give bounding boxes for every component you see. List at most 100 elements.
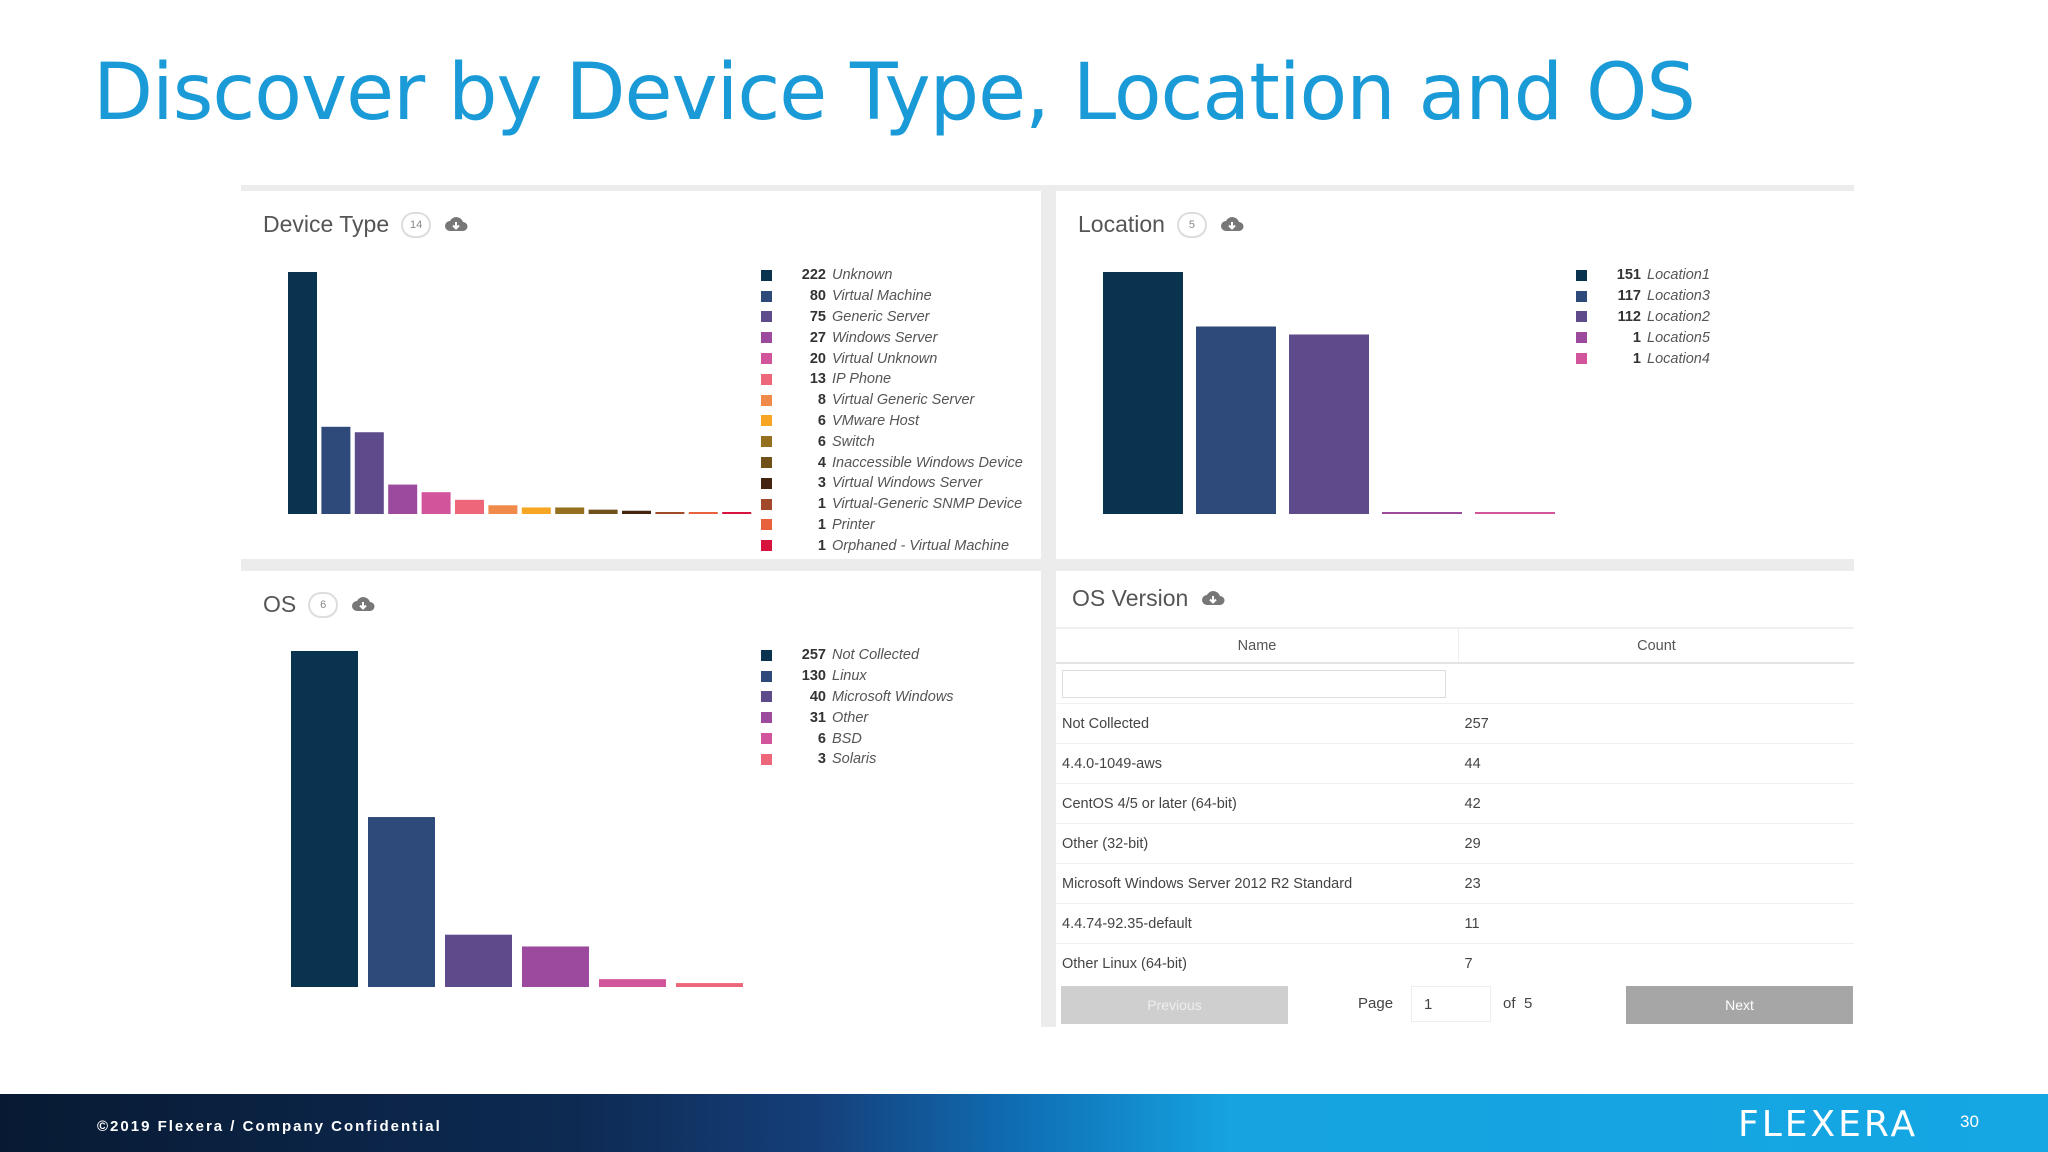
legend-item[interactable]: 130 Linux [761,666,954,687]
page-label: Page [1358,995,1394,1012]
cloud-download-icon[interactable] [443,213,469,237]
bar-linux[interactable] [368,817,435,987]
bar-orphaned-virtual-machine[interactable] [722,512,752,514]
legend-item[interactable]: 117 Location3 [1576,286,1710,307]
legend-item[interactable]: 31 Other [761,707,954,728]
bar-printer[interactable] [688,512,718,514]
legend-item[interactable]: 4 Inaccessible Windows Device [761,452,1023,473]
legend-item[interactable]: 222 Unknown [761,265,1023,286]
table-row[interactable]: Other Linux (64-bit) 7 [1056,943,1854,983]
table-row[interactable]: CentOS 4/5 or later (64-bit) 42 [1056,783,1854,824]
bar-location2[interactable] [1289,334,1369,514]
legend-label: BSD [832,730,862,747]
legend-item[interactable]: 112 Location2 [1576,307,1710,328]
bar-location3[interactable] [1196,326,1276,514]
bar-generic-server[interactable] [354,432,384,514]
bar-unknown[interactable] [288,272,317,514]
bar-virtual-windows-server[interactable] [622,510,651,514]
page-number-input[interactable]: 1 [1411,986,1491,1022]
legend-item[interactable]: 6 Switch [761,431,1023,452]
bar-windows-server[interactable] [388,484,418,514]
legend-item[interactable]: 1 Virtual-Generic SNMP Device [761,494,1023,515]
legend-count: 3 [817,475,826,492]
os-version-count: 257 [1458,703,1854,744]
table-row[interactable]: Not Collected 257 [1056,703,1854,744]
slide-title: Discover by Device Type, Location and OS [93,48,1696,138]
legend-count: 6 [817,730,826,747]
legend-swatch [761,498,772,510]
legend-item[interactable]: 257 Not Collected [761,645,954,666]
bar-virtual-generic-server[interactable] [488,505,518,514]
column-header-name[interactable]: Name [1056,627,1459,664]
legend-item[interactable]: 75 Generic Server [761,307,1023,328]
bar-inaccessible-windows-device[interactable] [588,509,618,514]
bar-switch[interactable] [555,507,585,514]
bar-microsoft-windows[interactable] [445,934,512,987]
location-legend: 151 Location1 117 Location3 112 Location2 1 Loc… [1576,265,1710,369]
device-type-chart [288,272,752,514]
cloud-download-icon[interactable] [1200,587,1226,611]
legend-swatch [761,436,772,448]
legend-label: Printer [832,516,875,533]
legend-item[interactable]: 151 Location1 [1576,265,1710,286]
legend-item[interactable]: 8 Virtual Generic Server [761,390,1023,411]
table-row[interactable]: 4.4.74-92.35-default 11 [1056,903,1854,944]
device-type-title: Device Type [263,211,390,237]
legend-swatch [1576,311,1587,323]
legend-item[interactable]: 1 Printer [761,515,1023,536]
bar-bsd[interactable] [599,979,666,987]
os-version-name: 4.4.0-1049-aws [1056,743,1459,784]
legend-label: Windows Server [832,329,938,346]
cloud-download-icon[interactable] [350,593,376,617]
legend-item[interactable]: 27 Windows Server [761,327,1023,348]
name-filter-input[interactable] [1062,669,1446,698]
legend-item[interactable]: 20 Virtual Unknown [761,348,1023,369]
bar-solaris[interactable] [676,983,743,987]
legend-count: 6 [817,433,826,450]
column-header-count[interactable]: Count [1458,627,1854,664]
os-title: OS [263,591,297,617]
legend-count: 117 [1617,288,1641,305]
legend-item[interactable]: 80 Virtual Machine [761,286,1023,307]
previous-button[interactable]: Previous [1061,986,1288,1024]
table-row[interactable]: Other (32-bit) 29 [1056,823,1854,864]
legend-item[interactable]: 1 Location4 [1576,348,1710,369]
legend-count: 257 [801,647,826,664]
legend-label: IP Phone [832,371,892,388]
legend-item[interactable]: 40 Microsoft Windows [761,687,954,708]
bar-virtual-unknown[interactable] [421,492,451,514]
legend-label: Virtual Generic Server [832,392,975,409]
bar-virtual-generic-snmp-device[interactable] [655,512,685,514]
legend-swatch [761,477,772,489]
table-row[interactable]: Microsoft Windows Server 2012 R2 Standar… [1056,863,1854,904]
legend-item[interactable]: 6 VMware Host [761,411,1023,432]
os-version-name: Other Linux (64-bit) [1056,943,1459,983]
bar-location5[interactable] [1382,512,1462,514]
cloud-download-icon[interactable] [1219,213,1245,237]
legend-label: Virtual Unknown [832,350,938,367]
bar-virtual-machine[interactable] [321,426,351,514]
legend-item[interactable]: 3 Virtual Windows Server [761,473,1023,494]
bar-location1[interactable] [1103,272,1183,514]
legend-count: 80 [809,288,826,305]
legend-swatch [761,519,772,531]
next-button[interactable]: Next [1626,986,1853,1024]
legend-count: 20 [809,350,826,367]
bar-ip-phone[interactable] [455,499,484,514]
legend-item[interactable]: 3 Solaris [761,749,954,770]
legend-swatch [1576,290,1587,302]
legend-item[interactable]: 6 BSD [761,728,954,749]
location-count-badge: 5 [1176,211,1207,238]
bar-location4[interactable] [1475,512,1555,514]
location-chart [1103,272,1555,514]
legend-item[interactable]: 1 Location5 [1576,327,1710,348]
bar-other[interactable] [522,946,589,987]
table-row[interactable]: 4.4.0-1049-aws 44 [1056,743,1854,784]
legend-item[interactable]: 1 Orphaned - Virtual Machine [761,535,1023,556]
legend-item[interactable]: 13 IP Phone [761,369,1023,390]
legend-count: 1 [817,496,826,513]
bar-not-collected[interactable] [291,651,358,987]
bar-vmware-host[interactable] [521,507,551,514]
legend-label: Inaccessible Windows Device [832,454,1023,471]
location-panel: Location 5 151 Location1 117 Location3 112 Lo… [1056,191,1854,559]
